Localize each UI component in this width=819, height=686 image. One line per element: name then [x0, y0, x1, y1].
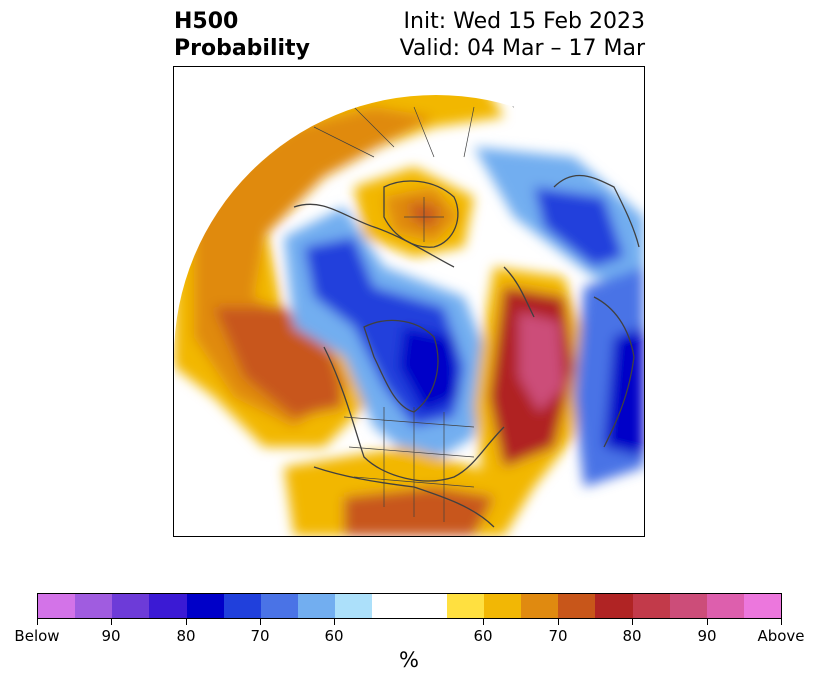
colorbar-tick-label: Above [757, 627, 805, 645]
colorbar-tick-label: 70 [250, 627, 270, 645]
colorbar-segment [186, 594, 224, 618]
colorbar-tick [707, 619, 708, 625]
colorbar-tick-label: 60 [473, 627, 493, 645]
atlantic-ridge-core [519, 312, 564, 412]
colorbar-tick [558, 619, 559, 625]
colorbar-tick [111, 619, 112, 625]
colorbar-segment [669, 594, 707, 618]
colorbar-tick-label: 90 [697, 627, 717, 645]
colorbar-segment [743, 594, 782, 618]
colorbar [37, 593, 782, 619]
colorbar-segment [260, 594, 299, 618]
colorbar-segment [38, 594, 76, 618]
title-left: H500 Probability [174, 8, 310, 62]
colorbar-tick [483, 619, 484, 625]
colorbar-tick [186, 619, 187, 625]
colorbar-segment [446, 594, 484, 618]
seus-ridge-core [344, 487, 494, 536]
hudson-trough-core [399, 327, 459, 412]
colorbar-tick-label: 70 [548, 627, 568, 645]
colorbar-segment [595, 594, 633, 618]
title-right: Init: Wed 15 Feb 2023 Valid: 04 Mar – 17… [400, 8, 645, 62]
colorbar-segment [706, 594, 744, 618]
colorbar-segment [521, 594, 559, 618]
colorbar-segment [149, 594, 187, 618]
colorbar-segment [558, 594, 596, 618]
colorbar-segment [298, 594, 336, 618]
colorbar-segment [409, 594, 447, 618]
init-date: Init: Wed 15 Feb 2023 [403, 9, 645, 34]
colorbar-tick [260, 619, 261, 625]
anomaly-field [174, 95, 644, 536]
title-product: Probability [174, 36, 310, 61]
colorbar-tick-label: 80 [176, 627, 196, 645]
colorbar-tick-label: 80 [622, 627, 642, 645]
colorbar-segment [335, 594, 373, 618]
map-canvas [174, 95, 644, 536]
colorbar-segment [372, 594, 410, 618]
title-variable: H500 [174, 9, 239, 34]
probability-map [173, 66, 645, 537]
colorbar-tick [37, 619, 38, 625]
siberia-trough-core [534, 187, 624, 267]
colorbar-segment [112, 594, 150, 618]
colorbar-tick [781, 619, 782, 625]
colorbar-tick [632, 619, 633, 625]
colorbar-segment [483, 594, 522, 618]
valid-range: Valid: 04 Mar – 17 Mar [399, 36, 645, 61]
colorbar-tick-label: 90 [101, 627, 121, 645]
colorbar-segment [632, 594, 670, 618]
colorbar-segment [75, 594, 113, 618]
colorbar-tick-label: 60 [324, 627, 344, 645]
colorbar-tick [334, 619, 335, 625]
colorbar-segment [223, 594, 261, 618]
state-borders [313, 106, 475, 522]
colorbar-tick-label: Below [14, 627, 60, 645]
colorbar-unit: % [399, 648, 419, 672]
